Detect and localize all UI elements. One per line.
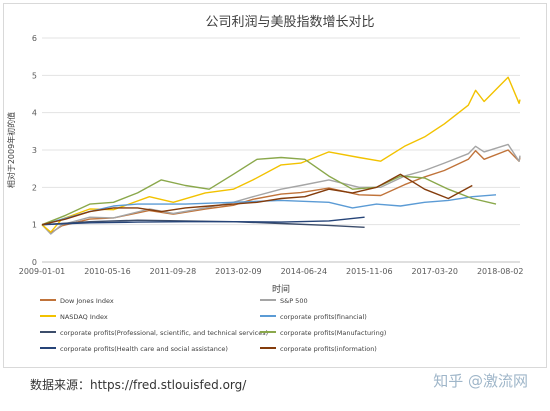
x-axis-title: 时间	[272, 283, 290, 295]
legend-label: corporate profits(financial)	[280, 313, 367, 321]
y-tick-label: 3	[32, 146, 37, 155]
watermark-text: 知乎 @激流网	[433, 372, 528, 390]
y-tick-label: 0	[32, 258, 37, 267]
series-line-1	[41, 143, 521, 235]
y-tick-label: 2	[32, 183, 37, 192]
series-line-3	[41, 194, 497, 226]
legend-label: corporate profits(Health care and social…	[60, 345, 228, 353]
x-tick-label: 2013-02-09	[215, 267, 262, 276]
y-tick-label: 1	[32, 221, 37, 230]
axis-layer: 0 1 2 3 4 5 6 2009-01-01 2010-05-16 2011-09-28 201…	[6, 34, 523, 295]
line-chart: 公司利润与美股指数增长对比 0 1 2 3 4 5 6 2009-01-01 2010-05-1…	[6, 15, 523, 353]
x-tick-label: 2017-03-20	[412, 267, 459, 276]
series-line-2	[41, 76, 521, 233]
chart-title: 公司利润与美股指数增长对比	[205, 15, 374, 30]
series-line-5	[41, 156, 497, 226]
source-note: 数据来源：https://fred.stlouisfed.org/	[30, 378, 247, 392]
legend-label: NASDAQ Index	[60, 313, 108, 321]
grid-layer	[42, 37, 520, 263]
x-tick-label: 2015-11-06	[346, 267, 393, 276]
x-tick-label: 2010-05-16	[84, 267, 131, 276]
legend-label: corporate profits(Professional, scientif…	[60, 329, 268, 337]
legend-label: corporate profits(information)	[280, 345, 377, 353]
series-line-7	[41, 173, 473, 226]
series-line-6	[41, 216, 365, 226]
y-tick-label: 4	[32, 109, 37, 118]
y-tick-label: 6	[32, 34, 37, 43]
x-tick-label: 2009-01-01	[19, 267, 66, 276]
chart-frame	[3, 3, 547, 368]
y-axis-title: 相对于2009年初的值	[6, 112, 16, 188]
legend-label: S&P 500	[280, 297, 308, 305]
x-tick-label: 2011-09-28	[150, 267, 197, 276]
legend-label: Dow Jones Index	[60, 297, 114, 305]
y-tick-label: 5	[32, 71, 37, 80]
series-layer	[41, 76, 521, 235]
x-tick-label: 2018-08-02	[477, 267, 524, 276]
x-tick-label: 2014-06-24	[281, 267, 328, 276]
legend-layer: Dow Jones Index S&P 500 NASDAQ Index corpor…	[40, 297, 386, 353]
legend-label: corporate profits(Manufacturing)	[280, 329, 386, 337]
